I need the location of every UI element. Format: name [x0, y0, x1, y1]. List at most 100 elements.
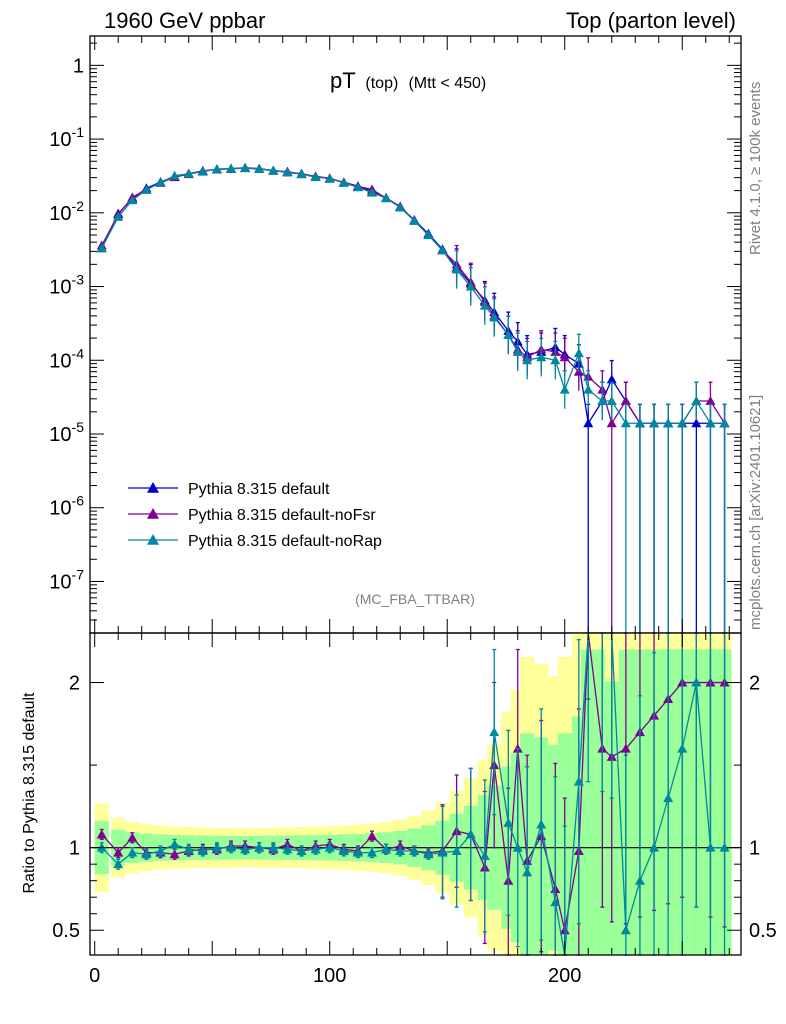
ratio-marker-noRap: [324, 842, 335, 852]
marker-default: [691, 418, 702, 428]
marker-noRap: [465, 281, 476, 291]
ratio-marker-noRap: [211, 842, 222, 852]
marker-noRap: [226, 163, 237, 173]
marker-noRap: [691, 396, 702, 406]
marker-noRap: [719, 418, 730, 428]
marker-noRap: [451, 264, 462, 274]
ratio-marker-noRap: [296, 845, 307, 855]
marker-noRap: [296, 169, 307, 179]
marker-noRap: [437, 245, 448, 255]
marker-noRap: [512, 346, 523, 356]
main-ytick-label: 10-5: [49, 419, 84, 446]
marker-noRap: [479, 300, 490, 310]
marker-noRap: [310, 172, 321, 182]
ratio-ytick-label-right: 0.5: [749, 920, 777, 942]
ratio-marker-noRap: [268, 842, 279, 852]
ratio-marker-noRap: [522, 867, 533, 877]
legend-marker-noFsr: [147, 508, 159, 519]
ratio-marker-noRap: [183, 844, 194, 854]
main-ytick-label: 10-2: [49, 198, 84, 225]
ratio-marker-noFsr: [367, 831, 378, 841]
ratio-marker-noRap: [282, 844, 293, 854]
main-ytick-label: 10-7: [49, 566, 84, 593]
ratio-marker-noRap: [141, 849, 152, 859]
ratio-marker-noRap: [451, 845, 462, 855]
marker-noRap: [197, 166, 208, 176]
plot-title-main: pT: [330, 68, 355, 93]
ratio-marker-noRap: [677, 743, 688, 753]
xtick-label: 100: [313, 965, 346, 987]
ratio-ytick-label: 2: [69, 673, 80, 695]
marker-noRap: [409, 215, 420, 225]
ratio-marker-noRap: [489, 727, 500, 737]
marker-noRap: [367, 187, 378, 197]
marker-noRap: [606, 396, 617, 406]
ratio-marker-noFsr: [620, 743, 631, 753]
ratio-marker-noRap: [573, 776, 584, 786]
marker-noRap: [395, 202, 406, 212]
marker-noRap: [559, 384, 570, 394]
legend-marker-default: [147, 482, 159, 493]
ratio-marker-noRap: [620, 925, 631, 935]
marker-noRap: [282, 167, 293, 177]
side-label-rivet: Rivet 4.1.0, ≥ 100k events: [747, 82, 764, 255]
marker-noRap: [381, 193, 392, 203]
ratio-marker-noRap: [663, 793, 674, 803]
plot-title-sub2: (Mtt < 450): [408, 75, 486, 92]
marker-noRap: [634, 418, 645, 428]
marker-noRap: [268, 165, 279, 175]
ratio-ytick-label-right: 1: [749, 838, 760, 860]
ratio-marker-noRap: [155, 845, 166, 855]
ratio-marker-noRap: [127, 847, 138, 857]
legend-label-noFsr: Pythia 8.315 default-noFsr: [188, 507, 376, 524]
marker-noRap: [240, 163, 251, 173]
marker-noRap: [620, 418, 631, 428]
main-ytick-label: 10-1: [49, 124, 84, 151]
ratio-ytick-label-right: 2: [749, 673, 760, 695]
marker-noRap: [96, 243, 107, 253]
marker-noRap: [113, 211, 124, 221]
marker-noRap: [183, 168, 194, 178]
marker-noRap: [503, 330, 514, 340]
ratio-marker-noRap: [169, 839, 180, 849]
marker-noFsr: [606, 418, 617, 428]
marker-noRap: [522, 355, 533, 365]
legend-label-default: Pythia 8.315 default: [188, 481, 330, 498]
ratio-marker-noRap: [381, 844, 392, 854]
main-ytick-label: 1: [73, 55, 84, 77]
ratio-marker-noRap: [705, 842, 716, 852]
header-left: 1960 GeV ppbar: [104, 8, 265, 33]
marker-noRap: [324, 173, 335, 183]
ratio-marker-noRap: [512, 842, 523, 852]
ratio-marker-noRap: [409, 845, 420, 855]
marker-noRap: [550, 355, 561, 365]
marker-noFsr: [620, 396, 631, 406]
marker-noRap: [649, 418, 660, 428]
marker-noRap: [169, 170, 180, 180]
main-ytick-label: 10-6: [49, 493, 84, 520]
ratio-marker-noRap: [479, 850, 490, 860]
ratio-marker-noRap: [226, 842, 237, 852]
marker-noRap: [127, 195, 138, 205]
ratio-marker-noRap: [550, 897, 561, 907]
marker-noRap: [597, 396, 608, 406]
main-plot: 1 10-1 10-2 10-3 10-4 10-5 10-6 10-7: [49, 35, 742, 634]
marker-noRap: [155, 177, 166, 187]
ratio-marker-noRap: [367, 847, 378, 857]
header-right: Top (parton level): [566, 8, 736, 33]
main-ytick-label: 10-4: [49, 345, 84, 372]
ratio-marker-noRap: [719, 842, 730, 852]
legend: Pythia 8.315 default Pythia 8.315 default…: [128, 481, 382, 550]
legend-marker-noRap: [147, 534, 159, 545]
marker-default: [583, 418, 594, 428]
ratio-marker-noRap: [338, 845, 349, 855]
marker-noRap: [489, 312, 500, 322]
ratio-y-label: Ratio to Pythia 8.315 default: [21, 692, 38, 894]
ratio-ytick-label: 0.5: [52, 920, 80, 942]
ratio-marker-noRap: [691, 677, 702, 687]
marker-noRap: [573, 348, 584, 358]
main-ytick-label: 10-3: [49, 272, 84, 299]
ratio-marker-noRap: [310, 844, 321, 854]
ratio-marker-noFsr: [169, 849, 180, 859]
side-label-mcplots: mcplots.cern.ch [arXiv:2401.10621]: [747, 395, 764, 630]
